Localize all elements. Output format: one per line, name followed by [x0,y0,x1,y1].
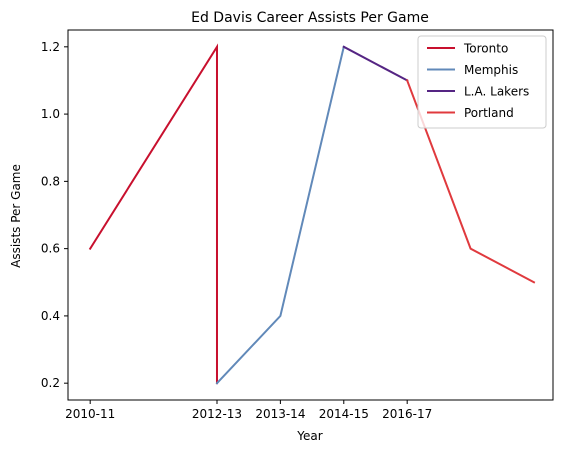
x-tick-label-0: 2010-11 [65,407,115,421]
y-tick-label-1: 0.4 [41,309,60,323]
legend-label-1: Memphis [464,63,518,77]
y-tick-label-5: 1.2 [41,40,60,54]
legend-label-2: L.A. Lakers [464,85,529,99]
x-tick-label-1: 2012-13 [192,407,242,421]
y-tick-label-4: 1.0 [41,107,60,121]
legend: Toronto Memphis L.A. Lakers Portland [418,36,546,128]
x-tick-label-3: 2014-15 [319,407,369,421]
y-tick-label-2: 0.6 [41,242,60,256]
legend-label-0: Toronto [463,42,508,56]
legend-label-3: Portland [464,106,514,120]
series-line-2 [344,47,407,81]
series-line-0 [90,47,217,383]
y-axis-label: Assists Per Game [9,164,23,268]
series-line-1 [217,47,344,383]
x-tick-label-4: 2016-17 [382,407,432,421]
y-tick-label-3: 0.8 [41,174,60,188]
x-axis-label: Year [296,429,322,443]
x-tick-label-2: 2013-14 [255,407,305,421]
chart-title: Ed Davis Career Assists Per Game [191,10,429,26]
y-tick-label-0: 0.2 [41,376,60,390]
